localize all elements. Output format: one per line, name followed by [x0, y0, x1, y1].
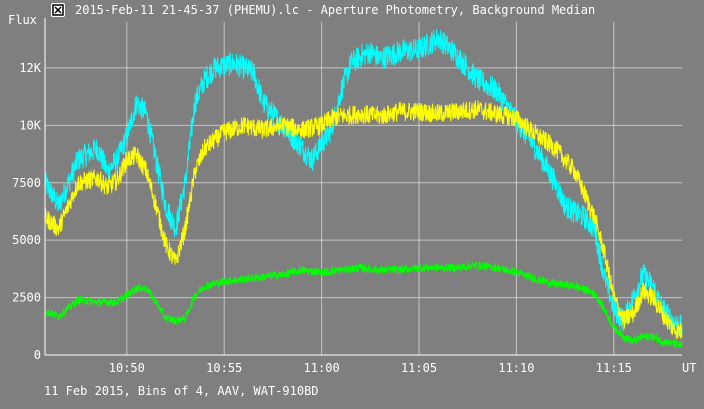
window-title: 2015-Feb-11 21-45-37 (PHEMU).lc - Apertu… [75, 3, 596, 17]
x-tick-label: 10:50 [109, 361, 145, 375]
y-tick-label: 5000 [12, 233, 41, 247]
y-tick-label: 0 [34, 348, 41, 362]
series-line-2 [44, 100, 683, 339]
series-line-3 [44, 261, 683, 349]
footer-caption: 11 Feb 2015, Bins of 4, AAV, WAT-910BD [44, 384, 319, 398]
plot-grid [45, 22, 682, 355]
series-line-1 [44, 29, 683, 336]
y-tick-label: 10K [19, 118, 41, 132]
x-tick-label: 11:00 [304, 361, 340, 375]
y-tick-label: 2500 [12, 291, 41, 305]
y-tick-label: 12K [19, 61, 41, 75]
plot-axes [44, 18, 682, 356]
app-icon[interactable] [51, 3, 65, 17]
y-axis-label: Flux [8, 13, 37, 27]
x-tick-label: 10:55 [206, 361, 242, 375]
x-tick-label: 11:10 [498, 361, 534, 375]
x-tick-label: 11:15 [596, 361, 632, 375]
x-axis-label: UT [682, 361, 696, 375]
x-tick-label: 11:05 [401, 361, 437, 375]
tick-labels: 0 2500 5000 7500 10K 12K 10:50 10:55 11:00 11:05 1… [12, 61, 696, 375]
series-layer [44, 29, 683, 349]
y-tick-label: 7500 [12, 176, 41, 190]
